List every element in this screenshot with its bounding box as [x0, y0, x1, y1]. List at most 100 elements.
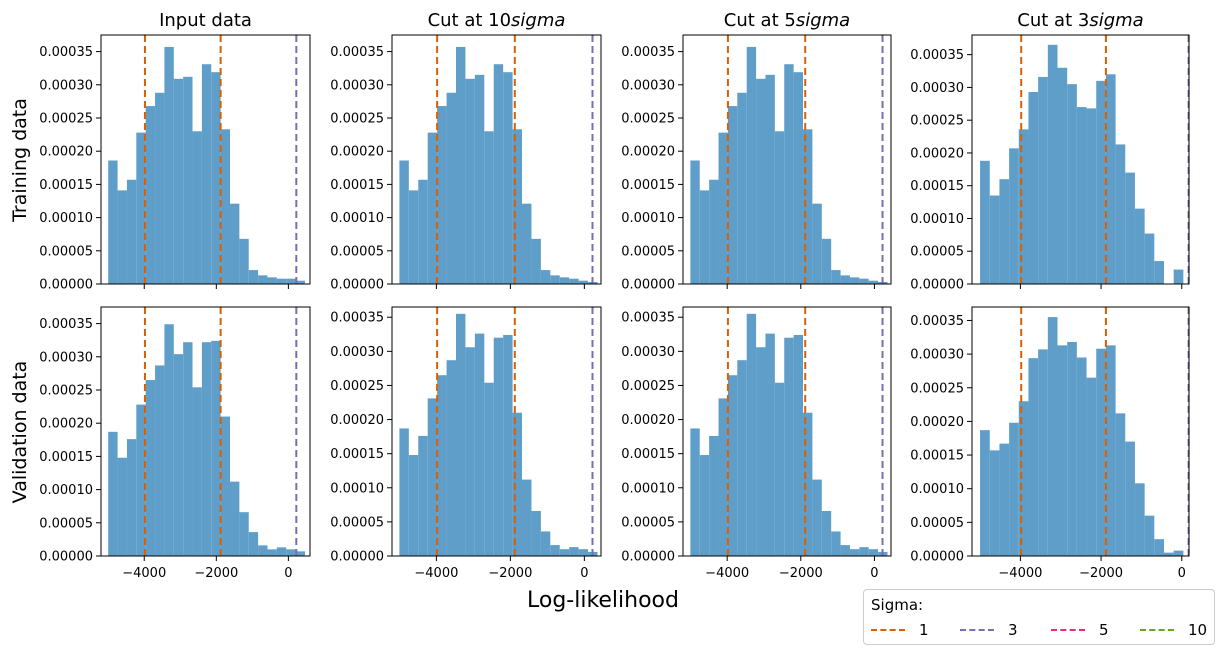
histogram-bar [793, 334, 804, 556]
histogram-bar [756, 78, 766, 284]
legend-label-sigma-1: 1 [919, 621, 929, 639]
y-tick-label: 0.00020 [330, 413, 384, 428]
histogram-bar [220, 129, 230, 284]
histogram-bar [569, 278, 579, 284]
histogram-bar [248, 270, 259, 284]
histogram-bar [1125, 172, 1135, 284]
y-tick-label: 0.00035 [910, 48, 964, 63]
y-tick-label: 0.00020 [39, 417, 93, 432]
histogram-bar [531, 510, 541, 556]
histogram-bar [164, 46, 174, 285]
y-tick-label: 0.00030 [39, 350, 93, 365]
panel-7: 0.00000 0.00005 0.00010 0.00015 0.00020 0.000… [621, 306, 892, 581]
y-tick-label: 0.00020 [910, 415, 964, 430]
histogram-bar [989, 195, 1000, 284]
histogram-bar [427, 398, 438, 556]
x-tick-label: 0 [870, 566, 878, 581]
histogram-bar [1047, 317, 1058, 556]
y-tick-label: 0.00000 [39, 278, 93, 293]
histogram-bar [709, 435, 719, 556]
histogram-bar [399, 160, 409, 284]
legend-item-sigma-3: 3 [960, 621, 1018, 639]
legend-label-sigma-3: 3 [1008, 621, 1018, 639]
histogram-bar [699, 455, 710, 556]
histogram-bar [465, 347, 475, 556]
row-label-training: Training data [9, 98, 31, 223]
y-tick-label: 0.00010 [910, 212, 964, 227]
x-tick-label: −4000 [414, 566, 458, 581]
histogram-bar [474, 74, 485, 284]
y-tick-label: 0.00010 [330, 481, 384, 496]
legend-line-sigma-1 [871, 629, 905, 631]
histogram-bar [1134, 483, 1145, 556]
y-tick-label: 0.00020 [39, 145, 93, 160]
y-tick-label: 0.00020 [621, 413, 675, 428]
y-tick-label: 0.00015 [330, 178, 384, 193]
histogram-bar [1067, 341, 1077, 556]
histogram-bar [295, 280, 305, 284]
histogram-bar [512, 129, 523, 284]
y-tick-label: 0.00030 [621, 78, 675, 93]
y-tick-label: 0.00030 [330, 345, 384, 360]
histogram-bar [267, 277, 277, 284]
panel-5: 0.00000 0.00005 0.00010 0.00015 0.00020 0.000… [39, 306, 311, 581]
histogram-bar [1096, 80, 1106, 285]
histogram-bar [718, 398, 728, 556]
histogram-bar [408, 190, 419, 284]
histogram-bar [522, 479, 532, 556]
y-tick-label: 0.00015 [910, 449, 964, 464]
histogram-bar [145, 380, 156, 556]
row-label-validation: Validation data [9, 361, 31, 504]
panel-1: 0.00000 0.00005 0.00010 0.00015 0.00020 0.000… [39, 10, 311, 293]
histogram-bar [437, 375, 447, 556]
histogram-bar [980, 430, 990, 556]
histogram-bar [239, 238, 249, 284]
histogram-bar [1076, 107, 1087, 284]
histogram-bar [211, 72, 221, 285]
histogram-bar [1163, 552, 1174, 556]
histogram-bar [774, 131, 785, 284]
y-tick-label: 0.00030 [621, 345, 675, 360]
histogram-bar [578, 549, 589, 556]
y-tick-label: 0.00005 [910, 245, 964, 260]
x-axis-label: Log-likelihood [527, 588, 679, 613]
histogram-bar [756, 347, 766, 556]
panel-title: Input data [159, 10, 252, 31]
histogram-bar [239, 512, 249, 556]
histogram-bar [999, 443, 1010, 556]
histogram-bar [258, 545, 268, 556]
y-tick-label: 0.00030 [330, 78, 384, 93]
histogram-bar [849, 277, 860, 284]
histogram-bar [493, 64, 504, 284]
histogram-bar [868, 549, 879, 556]
panel-8: 0.00000 0.00005 0.00010 0.00015 0.00020 0.000… [910, 306, 1190, 581]
y-tick-label: 0.00000 [621, 550, 675, 565]
y-tick-label: 0.00020 [330, 145, 384, 160]
y-tick-label: 0.00015 [910, 179, 964, 194]
histogram-bar [868, 280, 879, 284]
x-tick-label: −2000 [779, 566, 823, 581]
histogram-bar [1038, 349, 1048, 556]
histogram-bar [550, 545, 560, 556]
y-tick-label: 0.00010 [621, 481, 675, 496]
histogram-bar [559, 277, 570, 284]
histogram-bar [408, 455, 419, 556]
legend-line-sigma-3 [960, 629, 994, 631]
y-tick-label: 0.00005 [621, 244, 675, 259]
x-tick-label: −2000 [1079, 566, 1123, 581]
y-tick-label: 0.00005 [330, 515, 384, 530]
histogram-bar [1096, 348, 1106, 556]
x-tick-label: 0 [580, 566, 588, 581]
histogram-bar [727, 375, 738, 556]
y-tick-label: 0.00015 [621, 178, 675, 193]
histogram-bar [578, 280, 589, 284]
histogram-bar [108, 160, 118, 284]
histogram-bar [1076, 357, 1087, 556]
histogram-bar [784, 64, 794, 284]
y-tick-label: 0.00025 [621, 112, 675, 127]
histogram-bar [455, 313, 466, 556]
histogram-bar [540, 270, 551, 284]
histogram-bar [1105, 74, 1116, 284]
histogram-bar [1009, 422, 1019, 556]
histogram-bar [155, 92, 165, 285]
